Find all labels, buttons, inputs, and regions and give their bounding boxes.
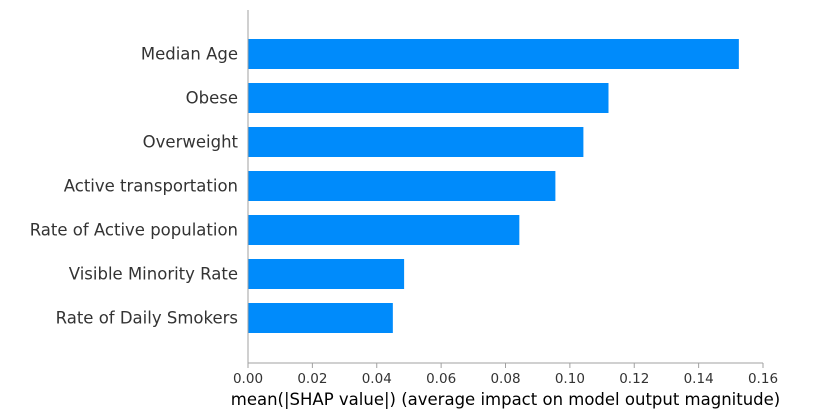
bar-0: [248, 39, 739, 69]
y-tick-label: Active transportation: [64, 177, 238, 196]
x-tick-label: 0.06: [426, 371, 456, 387]
y-tick-labels: Median Age Obese Overweight Active transpor…: [30, 45, 239, 328]
x-tick-label: 0.12: [619, 371, 649, 387]
bar-1: [248, 83, 609, 113]
bar-3: [248, 171, 556, 201]
x-tick-label: 0.02: [297, 371, 327, 387]
y-tick-label: Median Age: [141, 45, 238, 64]
x-tick-label: 0.04: [362, 371, 392, 387]
bar-5: [248, 259, 405, 289]
y-tick-label: Obese: [186, 89, 238, 108]
x-tick-label: 0.16: [748, 371, 778, 387]
y-tick-label: Rate of Active population: [30, 221, 238, 240]
bar-4: [248, 215, 520, 245]
x-ticks: 0.00 0.02 0.04 0.06 0.08 0.10 0.12 0.14 0.16: [233, 363, 778, 387]
bar-2: [248, 127, 584, 157]
x-tick-label: 0.10: [555, 371, 585, 387]
y-tick-label: Rate of Daily Smokers: [56, 309, 238, 328]
x-tick-label: 0.00: [233, 371, 263, 387]
bars-layer: [248, 39, 739, 333]
x-axis-title: mean(|SHAP value|) (average impact on mo…: [231, 390, 781, 409]
x-tick-label: 0.08: [490, 371, 520, 387]
y-tick-label: Visible Minority Rate: [69, 265, 238, 284]
x-tick-label: 0.14: [684, 371, 714, 387]
y-tick-label: Overweight: [143, 133, 239, 152]
bar-6: [248, 303, 393, 333]
